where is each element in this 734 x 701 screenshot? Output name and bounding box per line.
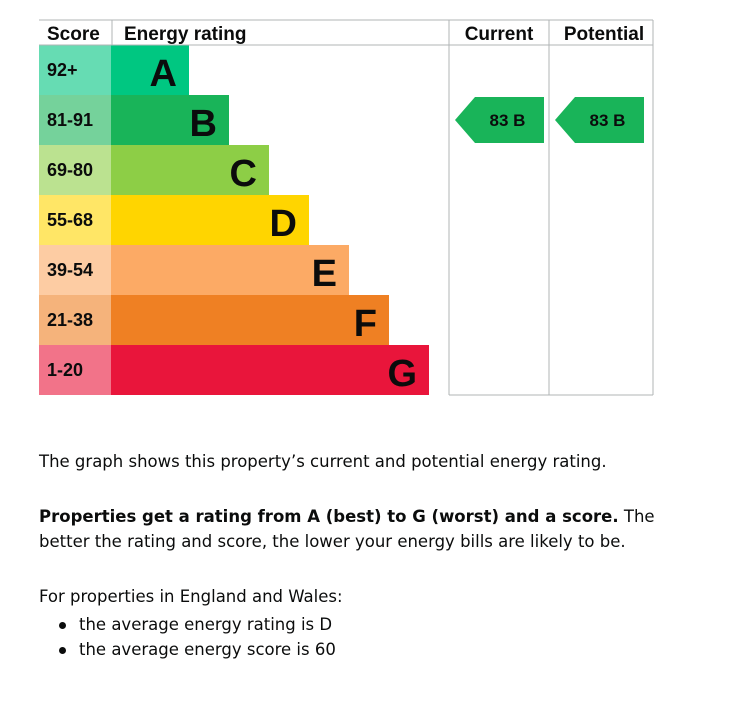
header-score: Score — [47, 24, 100, 45]
band-letter: E — [312, 253, 337, 295]
band-letter: A — [150, 53, 177, 95]
rating-explanation-strong: Properties get a rating from A (best) to… — [39, 506, 619, 526]
header-current: Current — [465, 24, 534, 45]
band-letter: B — [190, 103, 217, 145]
band-bar — [111, 345, 429, 395]
average-rating-item: the average energy rating is D — [39, 612, 336, 637]
average-list: the average energy rating is D the avera… — [39, 612, 336, 662]
band-score-label: 1-20 — [47, 360, 83, 380]
band-letter: D — [270, 203, 297, 245]
band-score-cell — [39, 345, 111, 395]
band-score-label: 39-54 — [47, 260, 93, 280]
band-score-label: 21-38 — [47, 310, 93, 330]
band-letter: G — [387, 353, 417, 395]
band-bar — [111, 95, 229, 145]
energy-rating-chart: Score Energy rating Current Potential 92+ A 81… — [39, 19, 654, 396]
band-bar — [111, 245, 349, 295]
header-potential: Potential — [564, 24, 644, 45]
band-bar — [111, 45, 189, 95]
band-score-label: 81-91 — [47, 110, 93, 130]
band-letter: F — [354, 303, 377, 345]
band-score-cell — [39, 45, 111, 95]
band-score-cell — [39, 295, 111, 345]
potential-rating-arrow — [555, 97, 644, 143]
band-bar — [111, 295, 389, 345]
rating-explanation: Properties get a rating from A (best) to… — [39, 504, 679, 554]
band-bar — [111, 195, 309, 245]
band-score-cell — [39, 95, 111, 145]
band-score-label: 55-68 — [47, 210, 93, 230]
rating-explanation-rest: The better the rating and score, the low… — [39, 506, 655, 551]
band-score-cell — [39, 195, 111, 245]
band-letter: C — [230, 153, 257, 195]
average-score-item: the average energy score is 60 — [39, 637, 336, 662]
band-score-cell — [39, 245, 111, 295]
graph-description: The graph shows this property’s current … — [39, 451, 607, 471]
current-rating-label: 83 B — [490, 111, 526, 130]
england-wales-intro: For properties in England and Wales: — [39, 586, 343, 606]
band-score-cell — [39, 145, 111, 195]
potential-rating-label: 83 B — [590, 111, 626, 130]
header-energy-rating: Energy rating — [124, 24, 246, 45]
band-score-label: 92+ — [47, 60, 78, 80]
current-rating-arrow — [455, 97, 544, 143]
band-bar — [111, 145, 269, 195]
band-score-label: 69-80 — [47, 160, 93, 180]
